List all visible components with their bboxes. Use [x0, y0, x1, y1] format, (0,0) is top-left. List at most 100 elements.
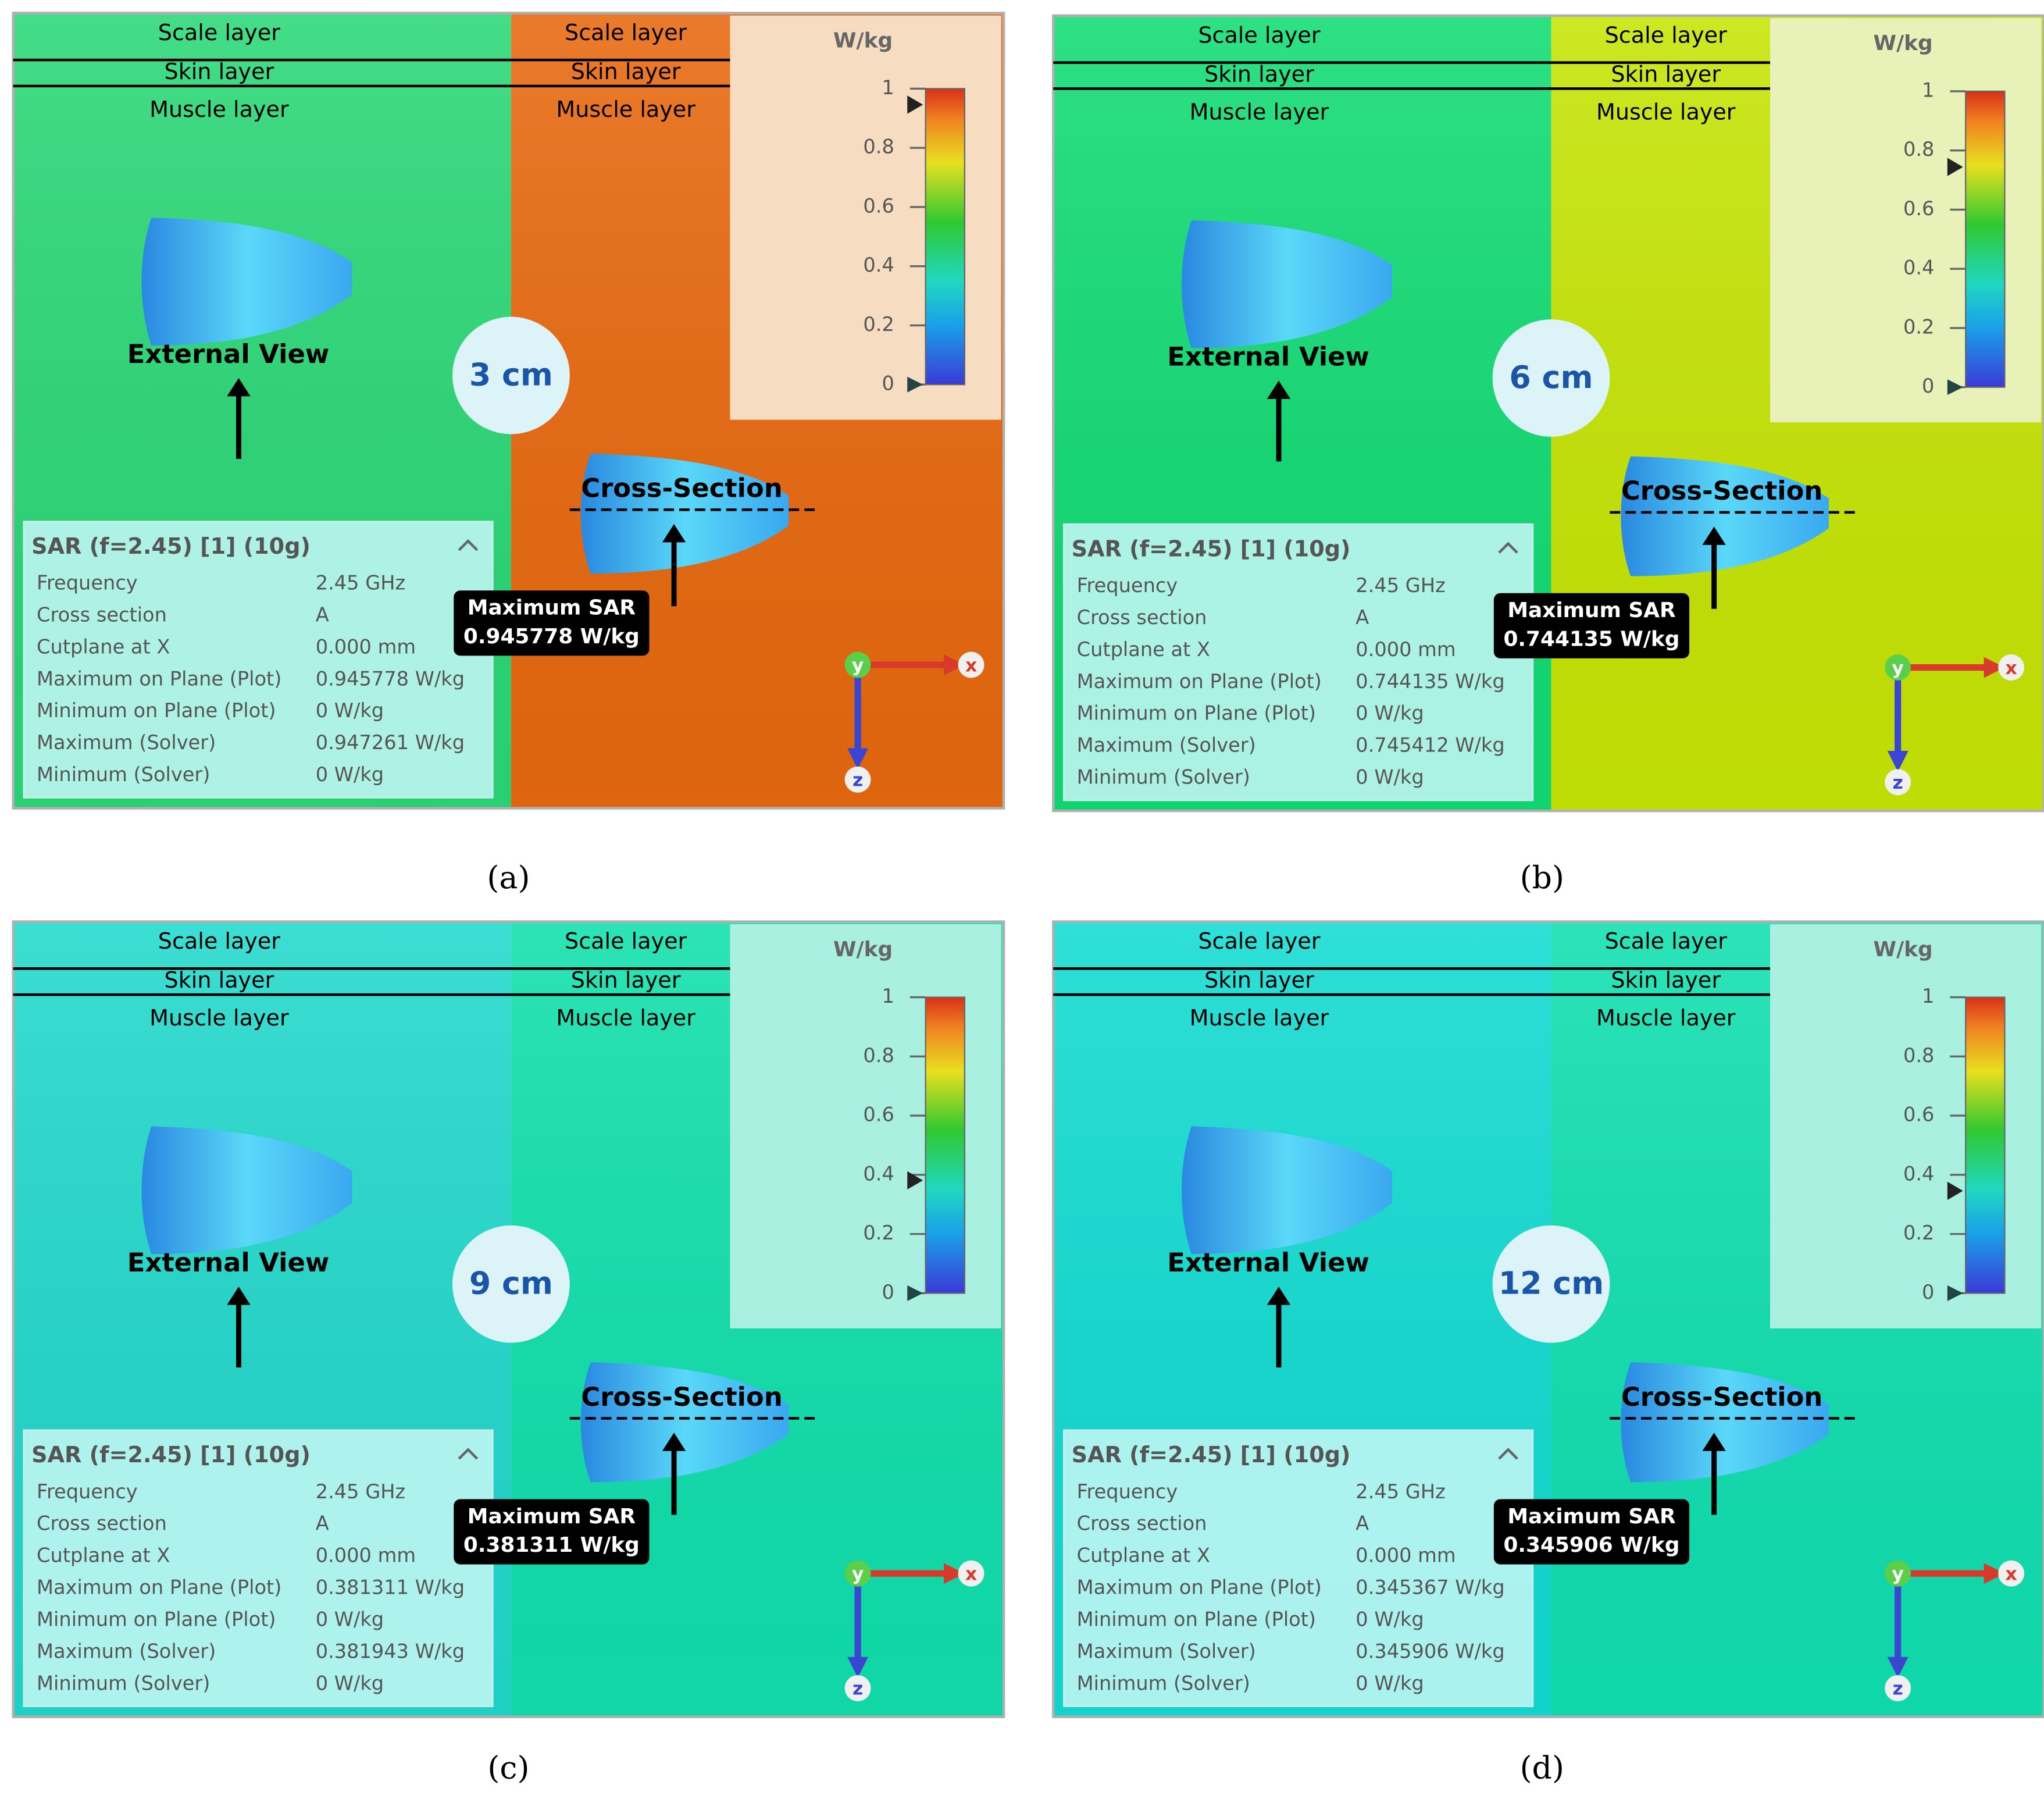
layer-label: Skin layer	[1611, 967, 1721, 993]
info-row-label: Minimum on Plane (Plot)	[37, 699, 276, 722]
z-axis-head	[1887, 1656, 1909, 1678]
cross-section-label: Cross-Section	[1621, 475, 1822, 506]
arrow-head	[662, 1433, 686, 1451]
arrow-head	[227, 1287, 251, 1305]
info-row-label: Frequency	[37, 572, 138, 594]
colorbar-tick-label: 0.6	[863, 194, 894, 217]
axis-badge	[844, 651, 871, 678]
colorbar-tick-label: 0	[882, 1281, 894, 1303]
colorbar-tick-label: 0.4	[1903, 1162, 1934, 1185]
info-row-label: Cutplane at X	[37, 635, 170, 658]
layer-label: Skin layer	[571, 967, 681, 993]
colorbar-tick-label: 0.6	[863, 1103, 894, 1126]
collapse-icon	[1498, 1448, 1518, 1460]
callout-title: Maximum SAR	[1507, 599, 1675, 622]
colorbar-tick-label: 0.4	[1903, 257, 1934, 279]
callout-value: 0.345906 W/kg	[1503, 1533, 1679, 1557]
x-axis-head	[944, 654, 965, 675]
info-box	[23, 1429, 494, 1707]
cross-shape	[580, 1362, 789, 1483]
colorbar-tick-label: 0.8	[1903, 138, 1934, 161]
axis-letter: z	[1893, 1679, 1903, 1700]
colorbar-tick-label: 0.8	[863, 1044, 894, 1067]
arrow-head	[662, 524, 686, 543]
info-row-value: 0.745412 W/kg	[1355, 734, 1504, 757]
panel-caption: (c)	[487, 1750, 529, 1786]
min-marker	[1947, 379, 1963, 396]
distance-label: 6 cm	[1509, 359, 1593, 396]
info-row-value: 0.000 mm	[316, 1544, 416, 1567]
layer-label: Scale layer	[1198, 22, 1321, 48]
info-row-value: 0 W/kg	[1355, 766, 1424, 789]
colorbar-tick-label: 0	[1922, 1281, 1934, 1303]
info-row-label: Cutplane at X	[37, 1544, 170, 1567]
axis-letter: y	[852, 655, 864, 676]
info-title: SAR (f=2.45) [1] (10g)	[1072, 1442, 1351, 1467]
frame	[12, 12, 1005, 810]
colorbar-tick-label: 1	[1922, 985, 1934, 1007]
info-row-label: Minimum on Plane (Plot)	[1077, 702, 1316, 725]
distance-badge	[452, 1225, 570, 1343]
z-axis-head	[847, 1656, 869, 1678]
max-marker	[907, 95, 923, 114]
sar-panel: Scale layer Skin layer Muscle layer Scale l…	[1052, 14, 2044, 813]
info-title: SAR (f=2.45) [1] (10g)	[1072, 536, 1351, 561]
distance-label: 3 cm	[469, 356, 553, 393]
collapse-icon	[458, 539, 479, 551]
info-row-value: 0 W/kg	[1355, 702, 1424, 725]
callout-box	[1493, 1499, 1690, 1565]
axis-badge	[958, 651, 984, 678]
info-row-label: Frequency	[1077, 574, 1178, 597]
info-row-label: Cross section	[37, 1512, 167, 1535]
info-title: SAR (f=2.45) [1] (10g)	[31, 1442, 311, 1467]
axis-letter: y	[1892, 1563, 1903, 1584]
axis-letter: z	[852, 770, 863, 791]
info-row-label: Minimum on Plane (Plot)	[37, 1608, 276, 1630]
callout-box	[454, 1499, 650, 1565]
colorbar-unit: W/kg	[833, 29, 893, 53]
arrow-head	[1267, 380, 1291, 399]
max-marker	[1947, 158, 1963, 176]
external-view-label: External View	[127, 339, 330, 369]
axis-letter: x	[2006, 658, 2017, 679]
info-row-value: 0.000 mm	[1355, 1544, 1456, 1567]
collapse-icon	[1498, 542, 1518, 554]
layer-label: Muscle layer	[149, 97, 289, 122]
x-axis-head	[944, 1563, 965, 1584]
cross-shape	[1621, 1362, 1829, 1483]
info-row-value: 0 W/kg	[316, 763, 384, 786]
layer-label: Scale layer	[1605, 22, 1728, 48]
info-row-label: Minimum (Solver)	[37, 1672, 210, 1694]
distance-badge	[452, 316, 570, 434]
axis-badge	[1885, 1675, 1911, 1701]
max-marker	[907, 1171, 923, 1190]
callout-value: 0.945778 W/kg	[463, 625, 640, 649]
axis-badge	[1998, 1560, 2025, 1587]
cross-shape	[580, 453, 789, 574]
info-row-value: 0.000 mm	[316, 635, 416, 658]
arrow-head	[1702, 526, 1726, 545]
layer-label: Muscle layer	[556, 97, 695, 122]
sar-panel: Scale layer Skin layer Muscle layer Scale l…	[1052, 920, 2044, 1719]
cross-shape	[1621, 456, 1829, 576]
info-title: SAR (f=2.45) [1] (10g)	[31, 533, 311, 559]
callout-box	[454, 590, 650, 656]
axis-badge	[844, 1675, 871, 1701]
info-row-value: 0.744135 W/kg	[1355, 670, 1504, 693]
info-row-value: A	[316, 604, 329, 626]
layer-label: Muscle layer	[556, 1005, 695, 1031]
colorbar-tick-label: 0	[882, 372, 894, 395]
info-row-label: Maximum on Plane (Plot)	[37, 1576, 281, 1599]
info-row-label: Cutplane at X	[1077, 1544, 1210, 1567]
axis-letter: x	[965, 1563, 977, 1584]
colorbar-tick-label: 0.4	[863, 1162, 894, 1185]
distance-badge	[1492, 1225, 1610, 1343]
info-row-value: A	[1355, 606, 1369, 629]
colorbar	[1965, 90, 2006, 388]
info-row-value: 0.345367 W/kg	[1355, 1576, 1504, 1599]
layer-label: Scale layer	[1605, 928, 1728, 954]
info-row-label: Frequency	[37, 1480, 138, 1503]
info-row-value: 0.381943 W/kg	[316, 1640, 465, 1662]
frame	[12, 920, 1005, 1719]
